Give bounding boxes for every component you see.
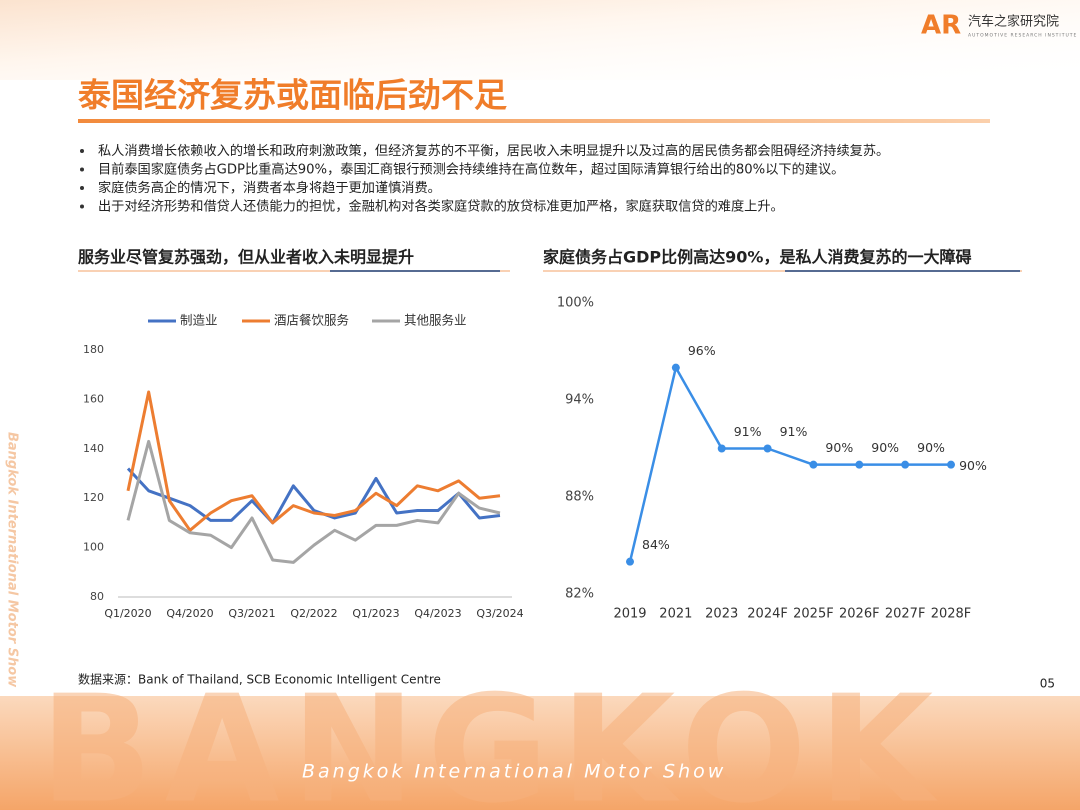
data-label: 90% (959, 458, 987, 473)
chart-title: 服务业尽管复苏强劲，但从业者收入未明显提升 (78, 248, 414, 267)
data-line (628, 366, 951, 562)
data-point (855, 460, 864, 469)
x-tick-label: 2027F (885, 607, 926, 622)
x-tick-label: 2021 (659, 607, 692, 622)
x-tick-label: 2025F (793, 607, 834, 622)
logo-mark: AR (921, 11, 961, 41)
bullet-dot (80, 204, 84, 209)
page-number: 05 (1040, 677, 1055, 691)
x-tick-label: Q4/2023 (414, 607, 461, 620)
bullet-text: 私人消费增长依赖收入的增长和政府刺激政策，但经济复苏的不平衡，居民收入未明显提升… (98, 142, 889, 159)
legend-label: 制造业 (180, 313, 218, 328)
bullet-text: 家庭债务高企的情况下，消费者本身将趋于更加谨慎消费。 (98, 179, 441, 196)
data-point (717, 444, 726, 453)
x-tick-label: 2028F (931, 607, 972, 622)
y-tick-label: 80 (90, 590, 104, 603)
side-text: Bangkok International Motor Show (5, 432, 20, 688)
bullet-text: 目前泰国家庭债务占GDP比重高达90%，泰国汇商银行预测会持续维持在高位数年，超… (98, 161, 844, 178)
chart-title: 家庭债务占GDP比例高达90%，是私人消费复苏的一大障碍 (543, 248, 971, 267)
x-tick-label: Q4/2020 (166, 607, 213, 620)
data-point (901, 460, 910, 469)
x-tick-label: 2019 (613, 607, 646, 622)
x-tick-label: 2023 (705, 607, 738, 622)
x-tick-label: Q2/2022 (290, 607, 337, 620)
footer-banner: BANGKOK (40, 664, 945, 810)
data-label: 90% (871, 440, 899, 455)
title-bar (78, 119, 990, 123)
x-tick-label: 2024F (747, 607, 788, 622)
logo-sub: AUTOMOTIVE RESEARCH INSTITUTE (968, 33, 1077, 39)
source: 数据来源：Bank of Thailand, SCB Economic Inte… (78, 672, 441, 687)
data-label: 90% (825, 440, 853, 455)
data-label: 96% (688, 343, 716, 358)
data-point (763, 444, 772, 453)
y-tick-label: 82% (565, 587, 594, 602)
x-tick-label: Q3/2024 (476, 607, 523, 620)
y-tick-label: 94% (565, 393, 594, 408)
data-line (126, 439, 501, 564)
data-point (671, 363, 680, 372)
y-tick-label: 120 (83, 491, 104, 504)
footer-band (0, 696, 1080, 810)
bullet-dot (80, 149, 84, 153)
y-tick-label: 100 (83, 541, 104, 554)
y-tick-label: 140 (83, 442, 104, 455)
top-fade (0, 0, 1080, 80)
data-point (947, 460, 955, 469)
data-point (626, 557, 634, 566)
data-line (126, 390, 501, 532)
data-label: 91% (734, 424, 762, 439)
data-point (809, 460, 818, 469)
data-label: 84% (642, 537, 670, 552)
legend-label: 酒店餐饮服务 (274, 313, 349, 328)
x-tick-label: 2026F (839, 607, 880, 622)
data-label: 90% (917, 440, 945, 455)
legend-label: 其他服务业 (404, 313, 467, 328)
bullet-dot (80, 186, 84, 190)
x-tick-label: Q1/2020 (104, 607, 151, 620)
y-tick-label: 160 (83, 392, 104, 405)
bullets: 私人消费增长依赖收入的增长和政府刺激政策，但经济复苏的不平衡，居民收入未明显提升… (80, 142, 889, 215)
bullet-dot (80, 167, 84, 172)
y-tick-label: 180 (83, 343, 104, 356)
y-tick-label: 88% (565, 490, 594, 505)
bullet-text: 出于对经济形势和借贷人还债能力的担忧，金融机构对各类家庭贷款的放贷标准更加严格，… (98, 198, 784, 215)
y-tick-label: 100% (557, 296, 594, 311)
slide-title: 泰国经济复苏或面临后劲不足 (78, 76, 507, 115)
x-tick-label: Q1/2023 (352, 607, 399, 620)
data-label: 91% (780, 424, 808, 439)
footer-event: Bangkok International Motor Show (302, 761, 726, 783)
x-tick-label: Q3/2021 (228, 607, 275, 620)
logo: 汽车之家研究院 (968, 14, 1059, 30)
data-line (126, 467, 501, 525)
